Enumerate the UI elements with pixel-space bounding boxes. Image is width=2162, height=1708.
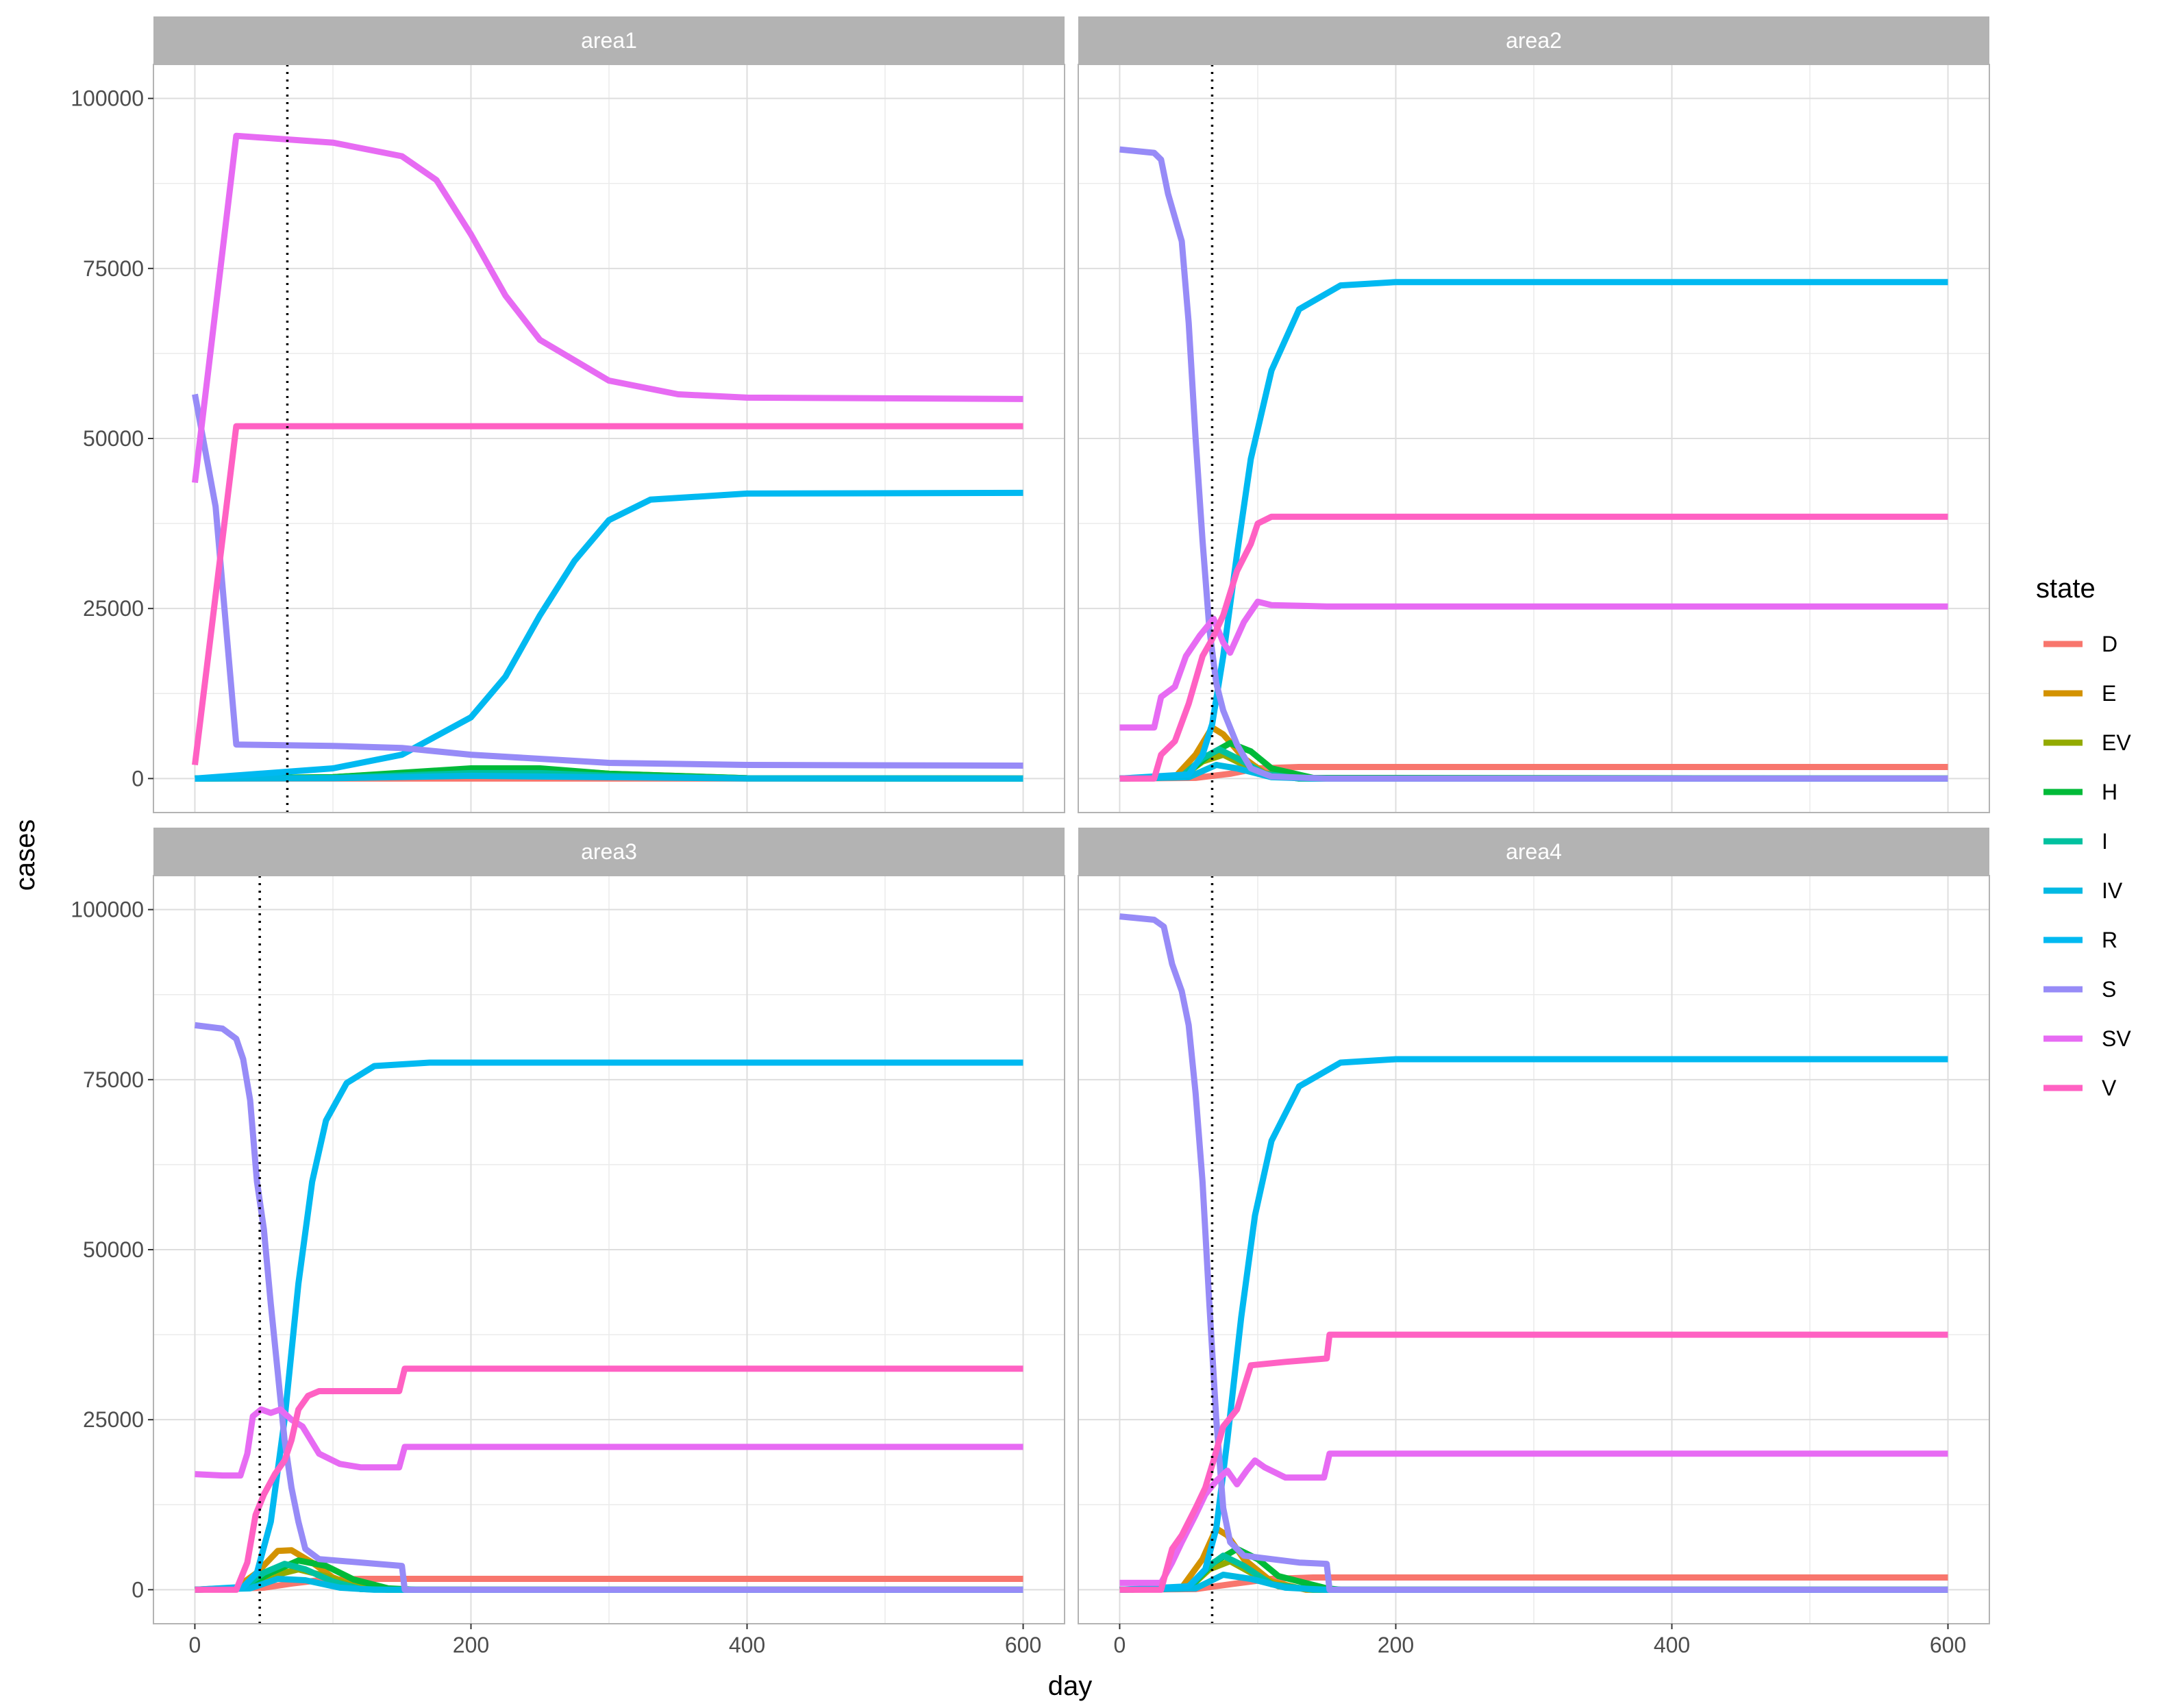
y-tick-label: 100000 [71,86,144,111]
x-tick-label: 0 [189,1633,201,1657]
y-tick-label: 50000 [83,1237,144,1262]
legend-item-E: E [2043,681,2116,706]
x-tick-label: 600 [1930,1633,1966,1657]
legend-label-SV: SV [2102,1026,2131,1051]
y-tick-label: 75000 [83,256,144,281]
legend-item-D: D [2043,632,2117,656]
strip-label-area2: area2 [1506,28,1562,53]
legend-item-R: R [2043,928,2117,952]
legend-label-EV: EV [2102,730,2131,755]
legend-label-IV: IV [2102,878,2123,903]
x-tick-label: 400 [729,1633,765,1657]
y-tick-label: 25000 [83,596,144,621]
series-line-S-area3 [194,1022,1023,1593]
series-line-S-area4 [1119,913,1948,1593]
legend-item-S: S [2043,977,2116,1002]
panel-area4: area4 0 200 400 600 [1078,828,1990,1657]
legend-item-SV: SV [2043,1026,2131,1051]
strip-area1 [153,16,1065,64]
legend-item-V: V [2043,1076,2117,1100]
strip-label-area3: area3 [581,839,637,864]
series-line-R-area4 [1119,1056,1948,1593]
series-line-R-area1 [195,489,1023,782]
x-tick-label: 600 [1005,1633,1041,1657]
y-tick-label: 0 [132,1577,144,1602]
legend: state D E EV H I IV R S SV V [2036,573,2131,1100]
strip-area2 [1078,16,1989,64]
series-line-V-area3 [195,1365,1023,1593]
panel-area3: area3 0 25000 50000 75000 100000 0 200 400 600 [71,828,1065,1657]
series-line-SV-area4 [1119,1450,1948,1586]
legend-item-I: I [2043,829,2108,854]
panel-area1: area1 0 25000 50000 75000 100000 [71,16,1065,813]
x-axis-title: day [1048,1671,1093,1701]
series-line-R-area3 [195,1059,1023,1593]
x-tick-label: 200 [1378,1633,1414,1657]
y-axis-title: cases [10,819,40,891]
legend-label-H: H [2102,780,2117,804]
strip-area4 [1078,828,1989,876]
legend-label-V: V [2102,1076,2117,1100]
x-tick-label: 400 [1654,1633,1690,1657]
series-line-S-area2 [1119,146,1948,782]
x-tick-label: 0 [1114,1633,1126,1657]
series-line-SV-area3 [195,1406,1023,1479]
series-line-SV-area1 [192,132,1023,484]
strip-area3 [153,828,1065,876]
series-line-IV-area3 [195,1576,1023,1593]
legend-label-E: E [2102,681,2116,706]
legend-item-H: H [2043,780,2117,804]
legend-label-S: S [2102,977,2116,1002]
strip-label-area1: area1 [581,28,637,53]
y-tick-label: 75000 [83,1067,144,1092]
legend-label-I: I [2102,829,2108,854]
legend-item-IV: IV [2043,878,2123,903]
panels: area1 0 25000 50000 75000 100000 area2 area3 0 25… [71,16,1990,1657]
strip-label-area4: area4 [1506,839,1562,864]
legend-item-EV: EV [2043,730,2131,755]
y-tick-label: 100000 [71,898,144,922]
series-line-R-area2 [1119,279,1948,782]
x-tick-label: 200 [453,1633,489,1657]
panel-border [1078,875,1990,1624]
panel-border [1078,64,1990,813]
y-tick-label: 50000 [83,426,144,451]
panel-area2: area2 [1078,16,1990,813]
series-line-S-area1 [192,393,1023,769]
series-line-IV-area1 [195,772,1023,782]
series-line-V-area4 [1119,1331,1948,1593]
legend-title: state [2036,573,2096,604]
y-tick-label: 0 [132,766,144,791]
series-line-V-area1 [192,423,1023,766]
legend-label-R: R [2102,928,2117,952]
y-tick-label: 25000 [83,1407,144,1432]
legend-label-D: D [2102,632,2117,656]
